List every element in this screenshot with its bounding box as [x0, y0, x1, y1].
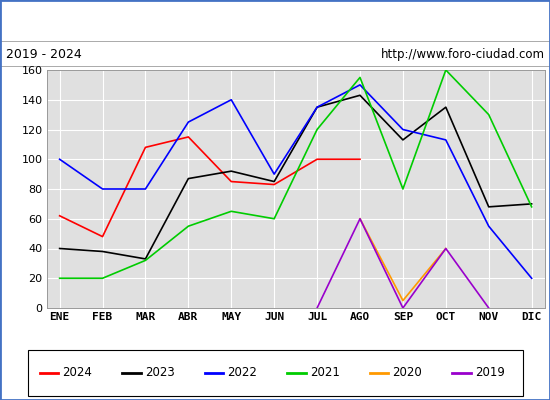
- Text: 2024: 2024: [62, 366, 92, 380]
- Text: 2022: 2022: [227, 366, 257, 380]
- Text: 2019 - 2024: 2019 - 2024: [6, 48, 81, 61]
- Text: Evolucion Nº Turistas Extranjeros en el municipio de Fondón: Evolucion Nº Turistas Extranjeros en el …: [55, 13, 495, 29]
- Text: http://www.foro-ciudad.com: http://www.foro-ciudad.com: [381, 48, 544, 61]
- Text: 2020: 2020: [392, 366, 422, 380]
- Text: 2021: 2021: [310, 366, 339, 380]
- Text: 2023: 2023: [145, 366, 174, 380]
- Text: 2019: 2019: [475, 366, 504, 380]
